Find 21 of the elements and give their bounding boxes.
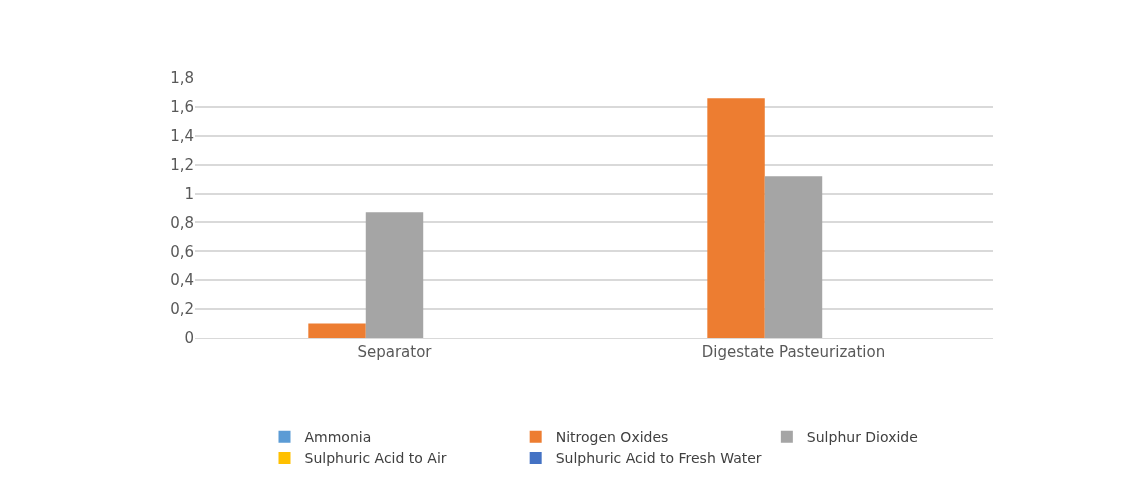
y-tick-label: 1,4 bbox=[170, 127, 194, 146]
legend-label: Nitrogen Oxides bbox=[555, 429, 669, 446]
legend-label: Sulphuric Acid to Fresh Water bbox=[555, 450, 762, 467]
x-tick-label: Separator bbox=[357, 343, 433, 361]
y-tick-label: 1 bbox=[184, 184, 194, 203]
y-tick-label: 0 bbox=[184, 329, 194, 348]
bar bbox=[308, 323, 366, 338]
y-tick-label: 0,2 bbox=[170, 300, 194, 319]
y-tick-label: 1,6 bbox=[170, 98, 194, 117]
y-tick-label: 0,4 bbox=[170, 271, 194, 290]
legend-label: Ammonia bbox=[304, 429, 372, 446]
bar bbox=[764, 176, 823, 338]
legend-label: Sulphur Dioxide bbox=[806, 429, 918, 446]
y-tick-label: 1,2 bbox=[170, 155, 194, 174]
x-tick-label: Digestate Pasteurization bbox=[701, 343, 886, 361]
bar bbox=[365, 212, 424, 338]
y-tick-label: 0,8 bbox=[170, 213, 194, 232]
legend-label: Sulphuric Acid to Air bbox=[304, 450, 447, 467]
y-tick-label: 1,8 bbox=[170, 69, 194, 88]
y-tick-label: 0,6 bbox=[170, 242, 194, 261]
bar bbox=[707, 98, 765, 338]
